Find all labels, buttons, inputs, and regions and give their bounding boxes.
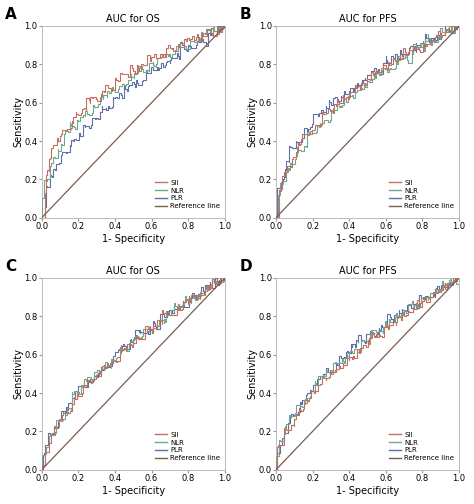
Title: AUC for OS: AUC for OS <box>107 14 160 24</box>
Y-axis label: Sensitivity: Sensitivity <box>247 96 257 147</box>
X-axis label: 1- Specificity: 1- Specificity <box>102 234 165 243</box>
Y-axis label: Sensitivity: Sensitivity <box>13 96 23 147</box>
Text: C: C <box>5 259 16 274</box>
Legend: SII, NLR, PLR, Reference line: SII, NLR, PLR, Reference line <box>154 178 221 210</box>
Y-axis label: Sensitivity: Sensitivity <box>13 348 23 399</box>
Legend: SII, NLR, PLR, Reference line: SII, NLR, PLR, Reference line <box>388 430 456 462</box>
X-axis label: 1- Specificity: 1- Specificity <box>102 486 165 495</box>
X-axis label: 1- Specificity: 1- Specificity <box>336 234 399 243</box>
Legend: SII, NLR, PLR, Reference line: SII, NLR, PLR, Reference line <box>154 430 221 462</box>
Text: B: B <box>239 7 251 22</box>
Title: AUC for PFS: AUC for PFS <box>339 266 396 276</box>
X-axis label: 1- Specificity: 1- Specificity <box>336 486 399 495</box>
Text: A: A <box>5 7 17 22</box>
Title: AUC for PFS: AUC for PFS <box>339 14 396 24</box>
Legend: SII, NLR, PLR, Reference line: SII, NLR, PLR, Reference line <box>388 178 456 210</box>
Title: AUC for OS: AUC for OS <box>107 266 160 276</box>
Y-axis label: Sensitivity: Sensitivity <box>247 348 257 399</box>
Text: D: D <box>239 259 252 274</box>
